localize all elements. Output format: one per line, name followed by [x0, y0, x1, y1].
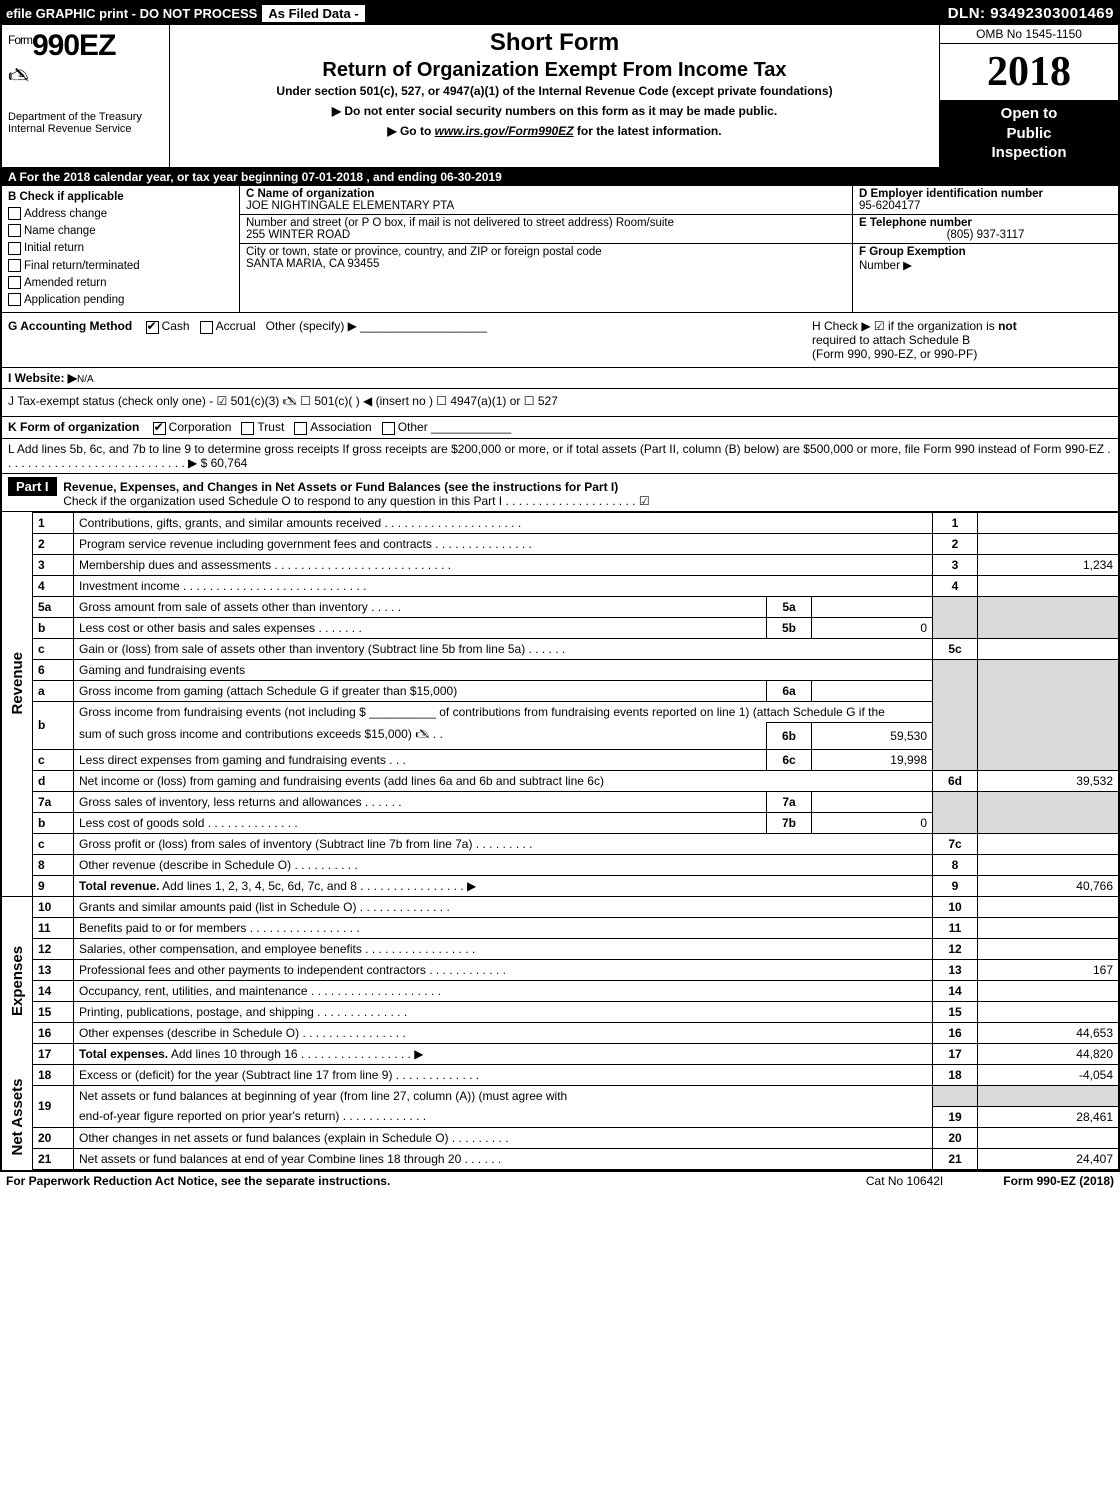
c-city-label: City or town, state or province, country… [246, 246, 846, 258]
part-1-header: Part I Revenue, Expenses, and Changes in… [2, 474, 1118, 512]
val-19: 28,461 [978, 1106, 1119, 1127]
val-6d: 39,532 [978, 771, 1119, 792]
form-ref: Form 990-EZ (2018) [1003, 1174, 1114, 1188]
paperwork-notice: For Paperwork Reduction Act Notice, see … [6, 1174, 390, 1188]
g-label: G Accounting Method [8, 319, 132, 333]
cb-name-change[interactable] [8, 224, 21, 237]
footer: For Paperwork Reduction Act Notice, see … [0, 1172, 1120, 1190]
cat-no: Cat No 10642I [866, 1174, 943, 1188]
form-990ez: efile GRAPHIC print - DO NOT PROCESS As … [0, 0, 1120, 1172]
c-addr-label: Number and street (or P O box, if mail i… [246, 217, 846, 229]
val-5b: 0 [812, 617, 933, 638]
form-number: Form990EZ [8, 29, 163, 63]
c-name-label: C Name of organization [246, 188, 846, 200]
section-bcdef: B Check if applicable Address change Nam… [2, 186, 1118, 314]
as-filed-label: As Filed Data - [261, 4, 365, 23]
val-17: 44,820 [978, 1044, 1119, 1065]
cb-trust[interactable] [241, 422, 254, 435]
cb-address-change[interactable] [8, 207, 21, 220]
cb-association[interactable] [294, 422, 307, 435]
ein: 95-6204177 [859, 200, 1112, 212]
b-label: B Check if applicable [8, 189, 233, 206]
header-mid: Short Form Return of Organization Exempt… [170, 25, 939, 167]
val-6c: 19,998 [812, 750, 933, 771]
val-6b: 59,530 [812, 722, 933, 750]
telephone: (805) 937-3117 [859, 229, 1112, 241]
dept-treasury: Department of the Treasury [8, 111, 163, 123]
line-a: A For the 2018 calendar year, or tax yea… [2, 168, 1118, 186]
irs-label: Internal Revenue Service [8, 123, 163, 135]
val-13: 167 [978, 960, 1119, 981]
val-7b: 0 [812, 813, 933, 834]
tax-year: 2018 [940, 44, 1118, 100]
top-bar: efile GRAPHIC print - DO NOT PROCESS As … [2, 2, 1118, 25]
header: Form990EZ 🖎 Department of the Treasury I… [2, 25, 1118, 168]
short-form-title: Short Form [178, 29, 931, 57]
cb-corporation[interactable] [153, 422, 166, 435]
main-title: Return of Organization Exempt From Incom… [178, 59, 931, 82]
cb-other-org[interactable] [382, 422, 395, 435]
val-18: -4,054 [978, 1065, 1119, 1086]
f-group-number: Number ▶ [859, 260, 912, 272]
e-tel-label: E Telephone number [859, 217, 1112, 229]
side-revenue: Revenue [2, 512, 33, 855]
val-16: 44,653 [978, 1023, 1119, 1044]
dln: DLN: 93492303001469 [948, 5, 1114, 22]
cb-application-pending[interactable] [8, 293, 21, 306]
val-21: 24,407 [978, 1148, 1119, 1169]
org-street: 255 WINTER ROAD [246, 229, 846, 241]
header-left: Form990EZ 🖎 Department of the Treasury I… [2, 25, 170, 167]
row-k: K Form of organization Corporation Trust… [2, 417, 1118, 438]
cb-accrual[interactable] [200, 321, 213, 334]
inspection-box: Open to Public Inspection [940, 100, 1118, 167]
val-3: 1,234 [978, 554, 1119, 575]
cb-amended[interactable] [8, 276, 21, 289]
h-text: H Check ▶ ☑ if the organization is [812, 319, 998, 333]
bullet-goto: ▶ Go to www.irs.gov/Form990EZ for the la… [178, 124, 931, 138]
l-amount: $ 60,764 [201, 456, 248, 470]
row-g-h: G Accounting Method Cash Accrual Other (… [2, 313, 1118, 368]
irs-link[interactable]: www.irs.gov/Form990EZ [435, 124, 574, 138]
org-city: SANTA MARIA, CA 93455 [246, 258, 846, 270]
col-c: C Name of organization JOE NIGHTINGALE E… [240, 186, 853, 313]
val-9: 40,766 [978, 876, 1119, 897]
cb-final-return[interactable] [8, 259, 21, 272]
part-1-label: Part I [8, 477, 57, 496]
row-l: L Add lines 5b, 6c, and 7b to line 9 to … [2, 439, 1118, 474]
d-ein-label: D Employer identification number [859, 188, 1112, 200]
side-net-assets: Net Assets [2, 1065, 33, 1170]
cb-initial-return[interactable] [8, 242, 21, 255]
side-expenses: Expenses [2, 897, 33, 1065]
part-1-check: Check if the organization used Schedule … [63, 494, 649, 508]
subtitle: Under section 501(c), 527, or 4947(a)(1)… [178, 84, 931, 98]
efile-text: efile GRAPHIC print - DO NOT PROCESS [6, 6, 257, 21]
row-i: I Website: ▶N/A [2, 368, 1118, 389]
cb-cash[interactable] [146, 321, 159, 334]
website-val: N/A [77, 374, 94, 385]
form-word: Form [8, 33, 32, 47]
part-1-title: Revenue, Expenses, and Changes in Net As… [63, 480, 618, 494]
col-b: B Check if applicable Address change Nam… [2, 186, 240, 313]
header-right: OMB No 1545-1150 2018 Open to Public Ins… [939, 25, 1118, 167]
omb-number: OMB No 1545-1150 [940, 25, 1118, 44]
col-d: D Employer identification number 95-6204… [853, 186, 1118, 313]
org-name: JOE NIGHTINGALE ELEMENTARY PTA [246, 200, 846, 212]
f-group-label: F Group Exemption [859, 246, 966, 258]
bullet-ssn: ▶ Do not enter social security numbers o… [178, 104, 931, 118]
lines-table: Revenue 1Contributions, gifts, grants, a… [2, 512, 1118, 1170]
row-j: J Tax-exempt status (check only one) - ☑… [2, 389, 1118, 417]
